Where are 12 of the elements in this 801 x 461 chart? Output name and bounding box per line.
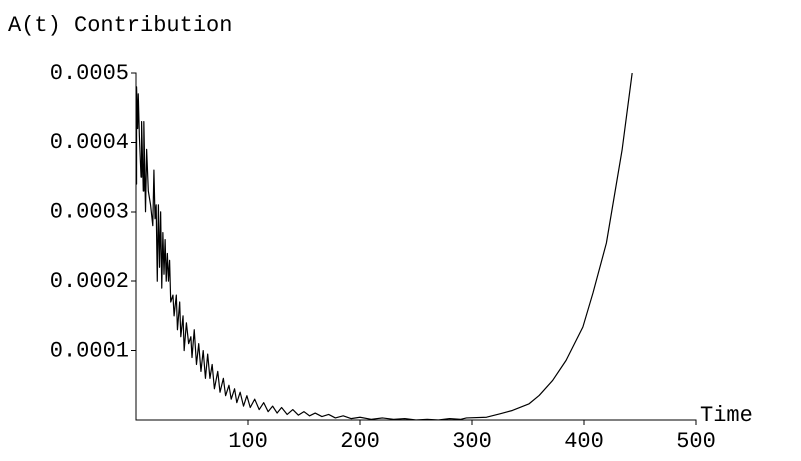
x-tick-label: 200 xyxy=(340,429,380,454)
x-tick-label: 500 xyxy=(676,429,716,454)
y-axis-title: A(t) Contribution xyxy=(8,12,232,38)
x-tick-label: 100 xyxy=(228,429,268,454)
y-tick-label: 0.0005 xyxy=(50,60,129,86)
y-tick-label: 0.0002 xyxy=(50,269,129,294)
x-tick-label: 400 xyxy=(564,429,604,454)
x-axis-title: Time xyxy=(700,402,753,428)
y-tick-label: 0.0004 xyxy=(50,130,129,156)
x-tick-label: 300 xyxy=(452,429,492,454)
y-tick-label: 0.0001 xyxy=(50,338,129,364)
y-tick-label: 0.0003 xyxy=(50,200,129,225)
